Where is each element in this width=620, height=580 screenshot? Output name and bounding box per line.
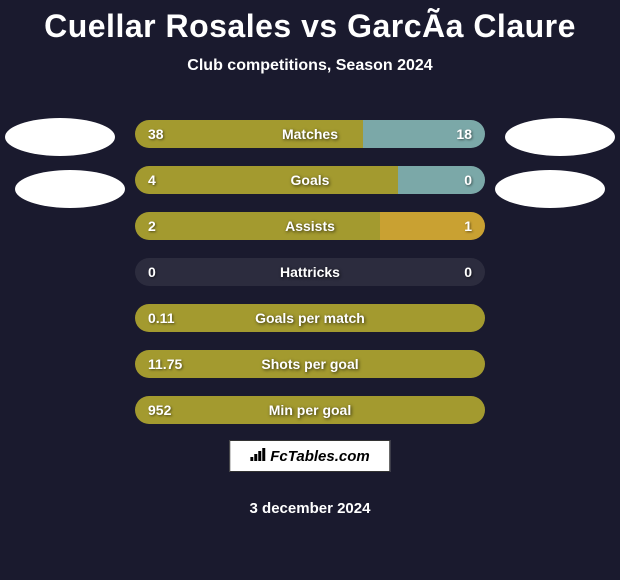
value-left: 38 (148, 126, 164, 142)
bar-left (135, 212, 380, 240)
value-right: 1 (464, 218, 472, 234)
stat-row: 0 Hattricks 0 (0, 258, 620, 286)
value-left: 952 (148, 402, 171, 418)
value-right: 0 (464, 264, 472, 280)
value-right: 18 (456, 126, 472, 142)
stat-name-label: Goals per match (255, 310, 365, 326)
bar-left (135, 166, 398, 194)
stat-row: 952 Min per goal (0, 396, 620, 424)
stat-name-label: Min per goal (269, 402, 351, 418)
value-right: 0 (464, 172, 472, 188)
stat-row: 2 Assists 1 (0, 212, 620, 240)
value-left: 11.75 (148, 356, 182, 372)
stat-name-label: Matches (282, 126, 338, 142)
chart-icon (250, 447, 266, 465)
stat-row: 0.11 Goals per match (0, 304, 620, 332)
value-left: 4 (148, 172, 156, 188)
value-left: 0 (148, 264, 156, 280)
stat-name-label: Goals (291, 172, 330, 188)
page-title: Cuellar Rosales vs GarcÃ­a Claure (0, 0, 620, 45)
stat-row: 38 Matches 18 (0, 120, 620, 148)
stat-name-label: Shots per goal (261, 356, 358, 372)
watermark: FcTables.com (229, 440, 390, 472)
date-label: 3 december 2024 (250, 500, 371, 517)
comparison-chart: 38 Matches 18 4 Goals 0 2 Assists 1 0 Hattricks 0 0.… (0, 120, 620, 424)
subtitle: Club competitions, Season 2024 (0, 57, 620, 75)
stat-name-label: Assists (285, 218, 335, 234)
watermark-text: FcTables.com (270, 448, 369, 465)
stat-name-label: Hattricks (280, 264, 340, 280)
stat-row: 4 Goals 0 (0, 166, 620, 194)
value-left: 2 (148, 218, 156, 234)
stat-row: 11.75 Shots per goal (0, 350, 620, 378)
value-left: 0.11 (148, 310, 174, 326)
